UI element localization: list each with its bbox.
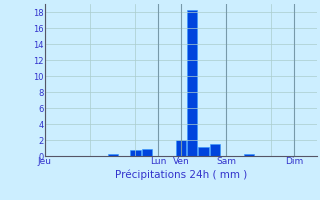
Bar — [244, 154, 254, 156]
Bar — [142, 149, 152, 156]
Bar — [130, 150, 140, 156]
Bar — [176, 140, 186, 156]
Bar — [108, 154, 118, 156]
X-axis label: Précipitations 24h ( mm ): Précipitations 24h ( mm ) — [115, 169, 247, 180]
Bar — [210, 144, 220, 156]
Bar — [198, 147, 209, 156]
Bar — [187, 10, 197, 156]
